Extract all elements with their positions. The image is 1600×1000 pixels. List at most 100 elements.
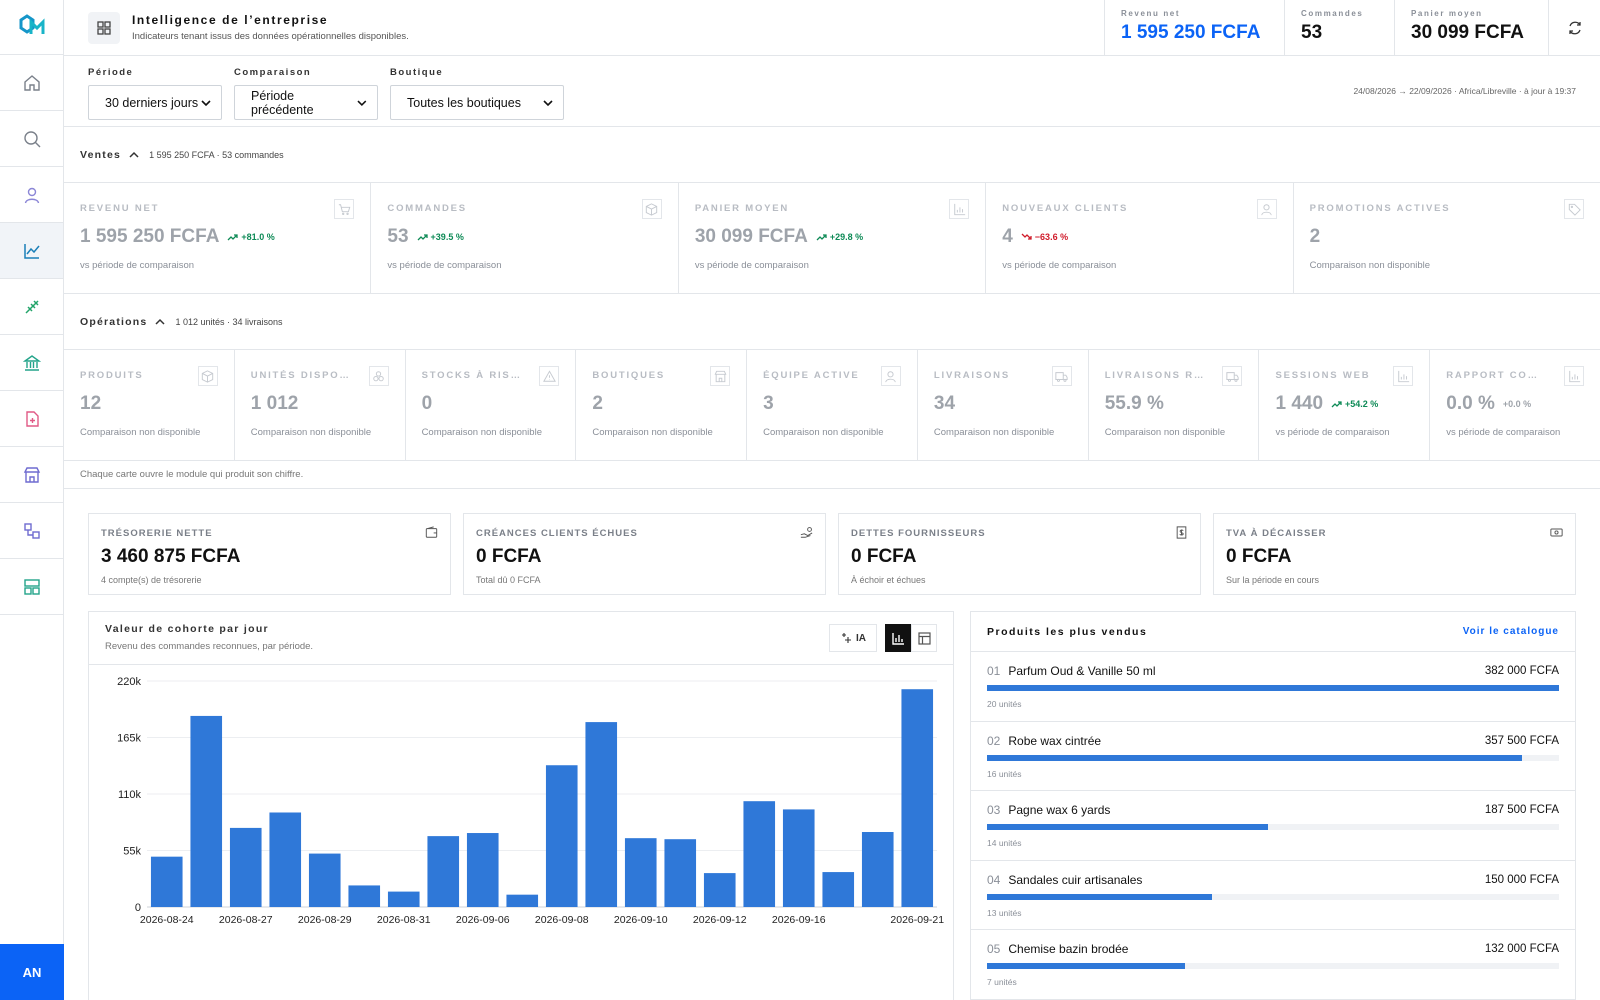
refresh-button[interactable] [1548, 0, 1600, 55]
finance-subtext: À échoir et échues [851, 575, 926, 585]
chart-bar[interactable] [466, 833, 499, 907]
x-tick-label: 2026-09-06 [456, 914, 510, 926]
chart-bar[interactable] [545, 765, 578, 907]
metric-value-text: 0 [421, 393, 433, 414]
metric-value: 0 [422, 393, 568, 415]
truck-icon [1226, 371, 1239, 382]
metric-card[interactable]: PRODUITS 12 Comparaison non disponible [64, 350, 235, 460]
metric-card[interactable]: ÉQUIPE ACTIVE 3 Comparaison non disponible [747, 350, 918, 460]
chart-bar[interactable] [901, 689, 934, 907]
product-share-track [987, 824, 1559, 830]
nav-marketing-icon[interactable] [0, 279, 63, 335]
metric-subtext: Comparaison non disponible [1309, 260, 1431, 271]
product-name: 01 Parfum Oud & Vanille 50 ml [987, 664, 1156, 678]
product-row[interactable]: 03 Pagne wax 6 yards 187 500 FCFA 14 unités [971, 791, 1575, 861]
nav-home-icon[interactable] [0, 55, 63, 111]
product-rank: 01 [987, 664, 1001, 678]
comparison-select[interactable]: Période précédente [234, 85, 378, 120]
nav-search-icon[interactable] [0, 111, 63, 167]
date-range-meta: 24/08/2026 → 22/09/2026 · Africa/Librevi… [1353, 86, 1576, 96]
chart-bar[interactable] [229, 827, 262, 907]
chart-bar[interactable] [506, 894, 539, 907]
chart-bar[interactable] [822, 872, 855, 907]
metric-value-text: 1 012 [250, 393, 299, 414]
product-rank: 05 [987, 942, 1001, 956]
chart-bar[interactable] [427, 836, 460, 907]
finance-card[interactable]: TVA À DÉCAISSER 0 FCFA Sur la période en c… [1213, 513, 1576, 595]
dashboard-grid-icon [88, 11, 120, 44]
chart-bar[interactable] [624, 838, 657, 907]
metric-subtext: vs période de comparaison [80, 260, 195, 271]
chart-bar[interactable] [703, 873, 736, 907]
chart-bar[interactable] [664, 839, 697, 907]
user-icon [885, 370, 897, 382]
nav-invoices-icon[interactable] [0, 391, 63, 447]
period-label: Période [88, 67, 134, 78]
nav-integrations-icon[interactable] [0, 503, 63, 559]
chart-bar[interactable] [190, 715, 223, 907]
y-tick-label: 165k [117, 733, 141, 745]
nav-layout-icon[interactable] [0, 559, 63, 615]
chart-bar[interactable] [585, 722, 618, 907]
metric-change-text: −63.6 % [1034, 232, 1069, 242]
chart-bar[interactable] [861, 832, 894, 907]
nav-customers-icon[interactable] [0, 167, 63, 223]
metric-card[interactable]: LIVRAISONS 34 Comparaison non disponible [918, 350, 1089, 460]
chart-bar[interactable] [743, 801, 776, 907]
chevron-down-icon [543, 99, 553, 106]
product-row[interactable]: 04 Sandales cuir artisanales 150 000 FCFA 1… [971, 861, 1575, 930]
finance-card[interactable]: CRÉANCES CLIENTS ÉCHUES 0 FCFA Total dû 0 … [463, 513, 826, 595]
metric-card[interactable]: LIVRAISONS RÉ… 55.9 % Comparaison non disp… [1089, 350, 1260, 460]
finance-card[interactable]: DETTES FOURNISSEURS 0 FCFA À échoir et éch… [838, 513, 1201, 595]
chart-bar[interactable] [387, 891, 420, 907]
metric-card[interactable]: PROMOTIONS ACTIVES 2 Comparaison non dispo… [1294, 183, 1600, 293]
chart-bar[interactable] [308, 853, 341, 907]
metric-subtext: Comparaison non disponible [250, 427, 372, 438]
product-name: 05 Chemise bazin brodée [987, 942, 1128, 956]
x-tick-label: 2026-09-16 [772, 914, 826, 926]
table-icon [917, 631, 931, 645]
view-catalog-link[interactable]: Voir le catalogue [1462, 626, 1559, 637]
metric-value-text: 2 [1309, 226, 1321, 247]
finance-card[interactable]: TRÉSORERIE NETTE 3 460 875 FCFA 4 compte(s… [88, 513, 451, 595]
metric-card[interactable]: UNITÉS DISPON… 1 012 Comparaison non dispo… [235, 350, 406, 460]
app-logo[interactable] [0, 0, 63, 55]
product-row[interactable]: 01 Parfum Oud & Vanille 50 ml 382 000 FCFA… [971, 652, 1575, 722]
bar-view-button[interactable] [885, 624, 911, 652]
metric-card[interactable]: REVENU NET 1 595 250 FCFA +81.0 % vs périod… [64, 183, 372, 293]
metric-label: PRODUITS [80, 370, 144, 381]
header-kpis: Revenu net 1 595 250 FCFA Commandes 53 P… [1104, 0, 1600, 55]
metric-card[interactable]: RAPPORT COM… 0.0 % +0.0 % vs période de com… [1430, 350, 1600, 460]
metric-card[interactable]: SESSIONS WEB 1 440 +54.2 % vs période de co… [1259, 350, 1431, 460]
ai-button[interactable]: IA [829, 624, 877, 652]
trend-up-icon [816, 234, 827, 241]
metric-card[interactable]: STOCKS À RISQ… 0 Comparaison non disponibl… [406, 350, 577, 460]
product-share-track [987, 893, 1559, 900]
nav-finance-icon[interactable] [0, 335, 63, 391]
metric-card[interactable]: PANIER MOYEN 30 099 FCFA +29.8 % vs période… [679, 183, 987, 293]
operations-section-header[interactable]: Opérations 1 012 unités · 34 livraisons [64, 294, 1600, 350]
product-units: 14 unités [987, 838, 1022, 848]
chart-icon [1568, 370, 1580, 382]
chart-bar[interactable] [782, 809, 815, 907]
product-row[interactable]: 02 Robe wax cintrée 357 500 FCFA 16 unités [971, 722, 1575, 791]
user-avatar[interactable]: AN [0, 944, 64, 1000]
metric-card[interactable]: COMMANDES 53 +39.5 % vs période de comparai… [371, 183, 679, 293]
sales-section-header[interactable]: Ventes 1 595 250 FCFA · 53 commandes [64, 127, 1600, 183]
metric-card[interactable]: NOUVEAUX CLIENTS 4 −63.6 % vs période de co… [986, 183, 1294, 293]
table-view-button[interactable] [911, 624, 937, 652]
truck-icon [1055, 371, 1068, 382]
finance-subtext: Sur la période en cours [1226, 575, 1320, 585]
nav-stores-icon[interactable] [0, 447, 63, 503]
period-select[interactable]: 30 derniers jours [88, 85, 222, 120]
metric-card[interactable]: BOUTIQUES 2 Comparaison non disponible [576, 350, 748, 460]
metric-subtext: vs période de comparaison [1446, 427, 1561, 438]
chart-bar[interactable] [269, 812, 302, 907]
chart-bar[interactable] [150, 856, 183, 907]
chart-bar[interactable] [348, 885, 381, 907]
shop-select[interactable]: Toutes les boutiques [390, 85, 564, 120]
product-row[interactable]: 05 Chemise bazin brodée 132 000 FCFA 7 unit… [971, 930, 1575, 1000]
metric-value-text: 1 440 [1275, 393, 1324, 414]
nav-analytics-icon[interactable] [0, 223, 63, 279]
product-name: 04 Sandales cuir artisanales [987, 873, 1142, 887]
